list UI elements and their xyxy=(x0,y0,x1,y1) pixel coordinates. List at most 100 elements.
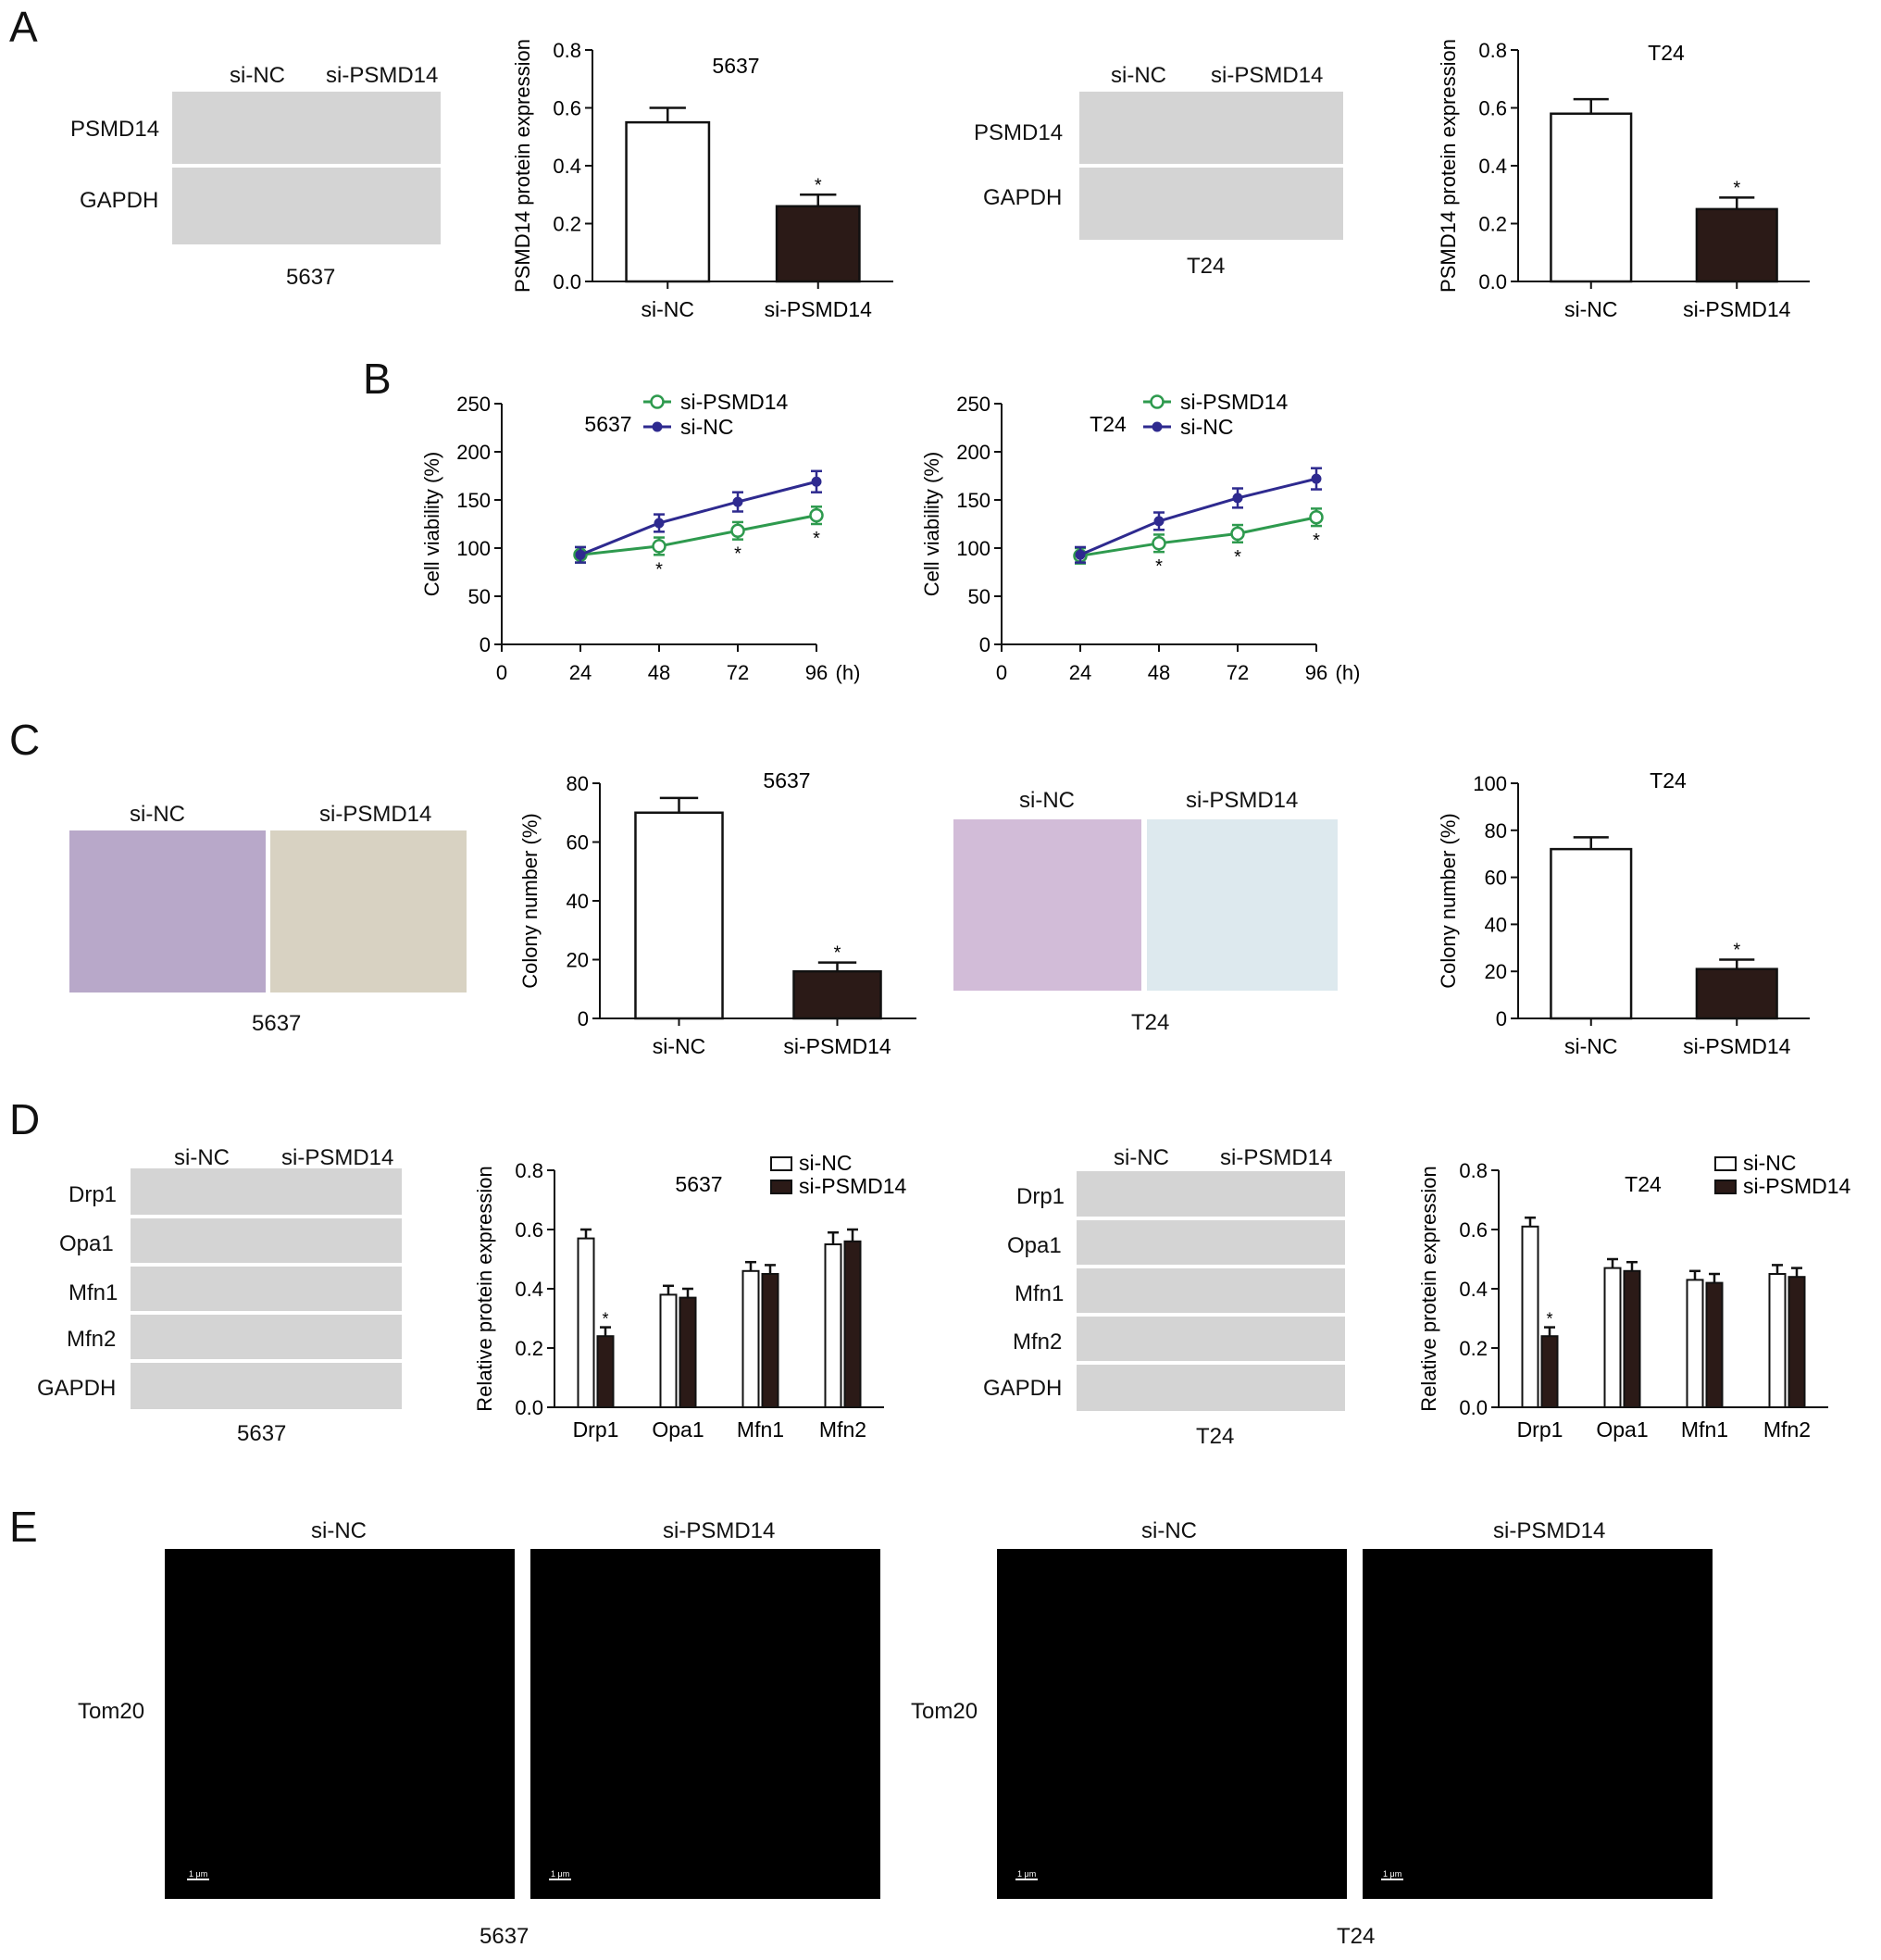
y-tick-label: 50 xyxy=(968,585,990,608)
data-point xyxy=(732,496,743,507)
fluorescence-image: 1 μm xyxy=(530,1549,880,1899)
y-axis-label: Cell viability (%) xyxy=(420,452,443,596)
bar xyxy=(625,120,711,283)
bar xyxy=(1705,1281,1724,1408)
blot-row-label: PSMD14 xyxy=(70,117,160,142)
blot-strip xyxy=(1077,1220,1345,1265)
scale-bar: 1 μm xyxy=(1015,1869,1039,1880)
colony-image xyxy=(953,819,1141,991)
blot-strip xyxy=(131,1363,402,1409)
significance-marker: * xyxy=(1546,1310,1552,1329)
y-tick-label: 0.2 xyxy=(1459,1337,1488,1360)
blot-strip xyxy=(1079,92,1343,164)
data-point xyxy=(1075,549,1086,560)
x-tick-label: Mfn1 xyxy=(737,1417,784,1442)
legend-swatch xyxy=(770,1156,792,1171)
y-tick-label: 20 xyxy=(567,949,589,972)
blot-strip xyxy=(131,1267,402,1311)
bar xyxy=(1540,1335,1559,1408)
blot-strip xyxy=(1077,1365,1345,1411)
y-tick-label: 50 xyxy=(468,585,491,608)
blot-row-label: GAPDH xyxy=(983,185,1063,210)
y-tick-label: 250 xyxy=(956,393,990,416)
x-tick-label: 48 xyxy=(1148,661,1170,684)
x-tick-label: si-NC xyxy=(1564,1034,1618,1058)
blot-column-label: si-PSMD14 xyxy=(1211,63,1324,88)
bar xyxy=(1603,1267,1622,1408)
image-cell-line-label: T24 xyxy=(1131,1010,1170,1035)
y-tick-label: 250 xyxy=(456,393,491,416)
chart-title: 5637 xyxy=(763,768,810,793)
y-tick-label: 0 xyxy=(979,633,990,656)
scale-bar: 1 μm xyxy=(187,1869,210,1880)
series-line xyxy=(579,480,817,556)
bar xyxy=(824,1243,842,1408)
blot-strip xyxy=(1079,168,1343,240)
bar-chart-a-5637: 0.0 0.2 0.4 0.6 0.8 PSMD14 protein expression… xyxy=(511,39,893,321)
bar xyxy=(679,1296,697,1409)
y-tick-label: 60 xyxy=(1485,867,1507,890)
blot-column-label: si-NC xyxy=(1114,1145,1169,1170)
blot-row-label: Drp1 xyxy=(69,1182,118,1207)
y-tick-label: 0.2 xyxy=(1478,213,1507,236)
blot-column-label: si-PSMD14 xyxy=(1220,1145,1333,1170)
y-axis-label: Cell viability (%) xyxy=(920,452,943,596)
blot-cell-line-label: 5637 xyxy=(286,265,336,290)
y-axis-label: Relative protein expression xyxy=(1421,1166,1440,1411)
y-tick-label: 150 xyxy=(956,489,990,512)
blot-strip xyxy=(1077,1317,1345,1361)
x-tick-label: 48 xyxy=(648,661,670,684)
scale-bar: 1 μm xyxy=(1381,1869,1404,1880)
bar xyxy=(1695,968,1778,1020)
significance-marker: * xyxy=(1313,531,1320,551)
y-tick-label: 40 xyxy=(1485,913,1507,936)
fluorescence-image: 1 μm xyxy=(165,1549,515,1899)
x-tick-label: 72 xyxy=(727,661,749,684)
x-tick-label: si-NC xyxy=(642,297,695,321)
x-tick-label: 96 xyxy=(1305,661,1327,684)
bar xyxy=(1788,1276,1806,1408)
y-tick-label: 0.2 xyxy=(553,213,581,236)
colony-image xyxy=(69,830,266,992)
bar xyxy=(792,969,882,1020)
x-tick-label: 0 xyxy=(496,661,507,684)
significance-marker: * xyxy=(734,544,741,565)
blot-row-label: GAPDH xyxy=(37,1376,117,1401)
legend-marker xyxy=(1150,394,1165,409)
x-tick-label: si-PSMD14 xyxy=(783,1034,891,1058)
data-point xyxy=(1232,493,1243,504)
bar xyxy=(596,1335,615,1408)
y-tick-label: 0 xyxy=(1496,1007,1507,1030)
y-tick-label: 0.0 xyxy=(1459,1396,1488,1419)
data-point xyxy=(730,523,745,539)
y-tick-label: 0.8 xyxy=(553,39,581,62)
colony-image xyxy=(270,830,467,992)
grouped-bar-chart-d-t24: 0.0 0.2 0.4 0.6 0.8 Relative protein expressi… xyxy=(1421,1151,1851,1442)
bar-chart-c-t24: 0 20 40 60 80 100 Colony number (%) si-NC * si-PS… xyxy=(1437,768,1810,1058)
bar-chart-c-5637: 0 20 40 60 80 Colony number (%) si-NC * si-PSMD1… xyxy=(518,768,916,1058)
x-axis-unit: (h) xyxy=(836,661,861,684)
blot-strip xyxy=(1077,1268,1345,1313)
legend-label: si-PSMD14 xyxy=(1743,1174,1851,1198)
y-tick-label: 0.6 xyxy=(553,97,581,120)
bar xyxy=(775,205,861,283)
bar xyxy=(1550,112,1633,283)
y-axis-label: Colony number (%) xyxy=(1437,813,1460,989)
blot-row-label: Opa1 xyxy=(1007,1233,1062,1258)
bar xyxy=(741,1269,760,1408)
image-column-label: si-PSMD14 xyxy=(663,1518,776,1543)
legend-swatch xyxy=(1714,1180,1737,1194)
chart-title: 5637 xyxy=(712,54,759,78)
significance-marker: * xyxy=(1733,178,1740,198)
y-tick-label: 150 xyxy=(456,489,491,512)
legend-label: si-NC xyxy=(1743,1151,1797,1175)
legend-label: si-PSMD14 xyxy=(680,390,789,414)
panel-letter-d: D xyxy=(9,1095,41,1143)
line-chart-b-5637: 0 50 100 150 200 250 Cell viability (%) 0 24 48 72… xyxy=(420,390,861,684)
data-point xyxy=(654,518,665,529)
x-tick-label: 24 xyxy=(569,661,592,684)
significance-marker: * xyxy=(655,559,663,580)
bar xyxy=(761,1273,779,1408)
y-axis-label: Relative protein expression xyxy=(477,1166,496,1411)
colony-image xyxy=(1147,819,1338,991)
